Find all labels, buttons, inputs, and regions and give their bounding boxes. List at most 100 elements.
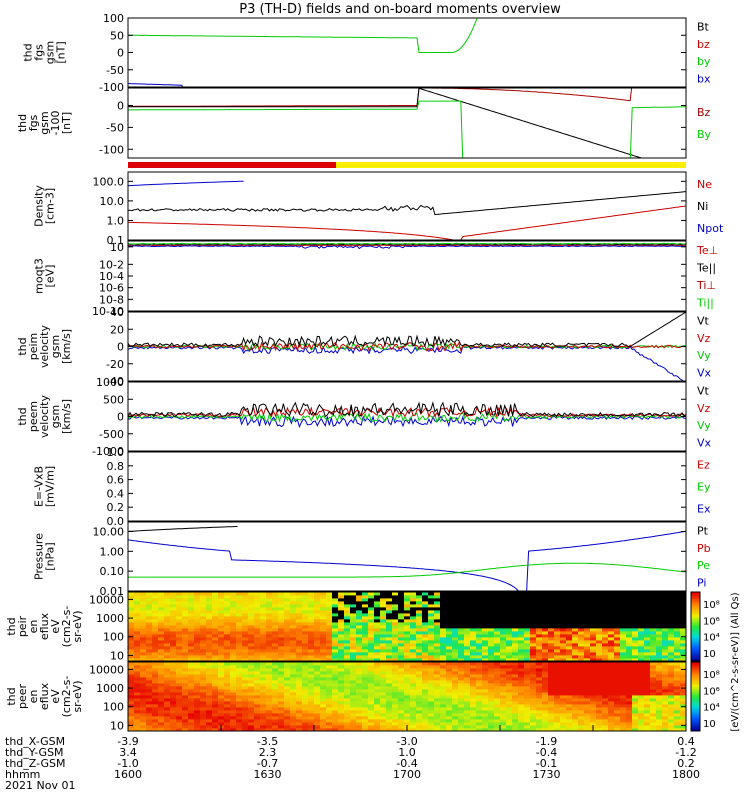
heatmap-cell: [674, 707, 680, 710]
heatmap-cell: [638, 692, 644, 695]
heatmap-cell: [422, 662, 428, 665]
heatmap-cell: [176, 710, 182, 713]
heatmap-cell: [572, 643, 578, 646]
heatmap-cell: [644, 725, 650, 728]
heatmap-cell: [494, 610, 500, 613]
heatmap-cell: [554, 713, 560, 716]
heatmap-cell: [428, 713, 434, 716]
heatmap-cell: [404, 692, 410, 695]
heatmap-cell: [296, 668, 302, 671]
heatmap-cell: [434, 646, 440, 649]
heatmap-cell: [596, 637, 602, 640]
heatmap-cell: [176, 668, 182, 671]
heatmap-cell: [398, 613, 404, 616]
heatmap-cell: [170, 634, 176, 637]
heatmap-cell: [230, 649, 236, 652]
heatmap-cell: [368, 725, 374, 728]
heatmap-cell: [458, 695, 464, 698]
heatmap-cell: [620, 595, 626, 598]
heatmap-cell: [272, 607, 278, 610]
legend-entry: Ey: [697, 481, 711, 494]
heatmap-cell: [614, 689, 620, 692]
heatmap-cell: [344, 613, 350, 616]
heatmap-cell: [374, 716, 380, 719]
heatmap-cell: [308, 719, 314, 722]
heatmap-cell: [350, 713, 356, 716]
heatmap-cell: [350, 643, 356, 646]
heatmap-cell: [536, 671, 542, 674]
heatmap-cell: [350, 601, 356, 604]
heatmap-cell: [464, 640, 470, 643]
heatmap-cell: [368, 677, 374, 680]
heatmap-cell: [584, 677, 590, 680]
heatmap-cell: [170, 695, 176, 698]
heatmap-cell: [584, 637, 590, 640]
heatmap-cell: [350, 698, 356, 701]
heatmap-cell: [158, 655, 164, 658]
heatmap-cell: [608, 595, 614, 598]
heatmap-cell: [506, 695, 512, 698]
heatmap-cell: [644, 643, 650, 646]
heatmap-cell: [662, 695, 668, 698]
heatmap-cell: [530, 604, 536, 607]
heatmap-cell: [146, 619, 152, 622]
heatmap-cell: [680, 619, 686, 622]
heatmap-cell: [458, 719, 464, 722]
heatmap-cell: [332, 622, 338, 625]
heatmap-cell: [548, 604, 554, 607]
heatmap-cell: [134, 713, 140, 716]
heatmap-cell: [500, 716, 506, 719]
heatmap-cell: [140, 646, 146, 649]
heatmap-cell: [638, 592, 644, 595]
heatmap-cell: [290, 692, 296, 695]
heatmap-cell: [260, 668, 266, 671]
heatmap-cell: [188, 604, 194, 607]
heatmap-cell: [644, 595, 650, 598]
heatmap-cell: [578, 713, 584, 716]
heatmap-cell: [536, 692, 542, 695]
heatmap-cell: [452, 704, 458, 707]
legend-entry: Vt: [697, 315, 710, 328]
heatmap-cell: [638, 689, 644, 692]
heatmap-cell: [482, 616, 488, 619]
heatmap-cell: [284, 695, 290, 698]
heatmap-cell: [284, 716, 290, 719]
heatmap-cell: [158, 622, 164, 625]
heatmap-cell: [368, 595, 374, 598]
heatmap-cell: [638, 655, 644, 658]
heatmap-cell: [494, 668, 500, 671]
heatmap-cell: [128, 610, 134, 613]
heatmap-cell: [248, 677, 254, 680]
heatmap-cell: [536, 713, 542, 716]
heatmap-cell: [512, 662, 518, 665]
heatmap-cell: [548, 710, 554, 713]
heatmap-cell: [368, 701, 374, 704]
heatmap-cell: [356, 613, 362, 616]
heatmap-cell: [266, 652, 272, 655]
heatmap-cell: [182, 707, 188, 710]
heatmap-cell: [488, 716, 494, 719]
heatmap-cell: [164, 652, 170, 655]
heatmap-cell: [290, 671, 296, 674]
heatmap-cell: [410, 674, 416, 677]
heatmap-cell: [200, 713, 206, 716]
heatmap-cell: [272, 655, 278, 658]
heatmap-cell: [380, 707, 386, 710]
heatmap-cell: [434, 701, 440, 704]
heatmap-cell: [578, 646, 584, 649]
legend-entry: Ti⊥: [696, 279, 716, 292]
heatmap-cell: [632, 692, 638, 695]
heatmap-cell: [242, 662, 248, 665]
heatmap-cell: [590, 628, 596, 631]
heatmap-cell: [296, 719, 302, 722]
heatmap-cell: [278, 686, 284, 689]
heatmap-cell: [674, 671, 680, 674]
heatmap-cell: [188, 610, 194, 613]
heatmap-cell: [482, 640, 488, 643]
heatmap-cell: [140, 665, 146, 668]
heatmap-cell: [224, 722, 230, 725]
heatmap-cell: [146, 668, 152, 671]
heatmap-cell: [386, 592, 392, 595]
heatmap-cell: [140, 662, 146, 665]
heatmap-cell: [218, 622, 224, 625]
